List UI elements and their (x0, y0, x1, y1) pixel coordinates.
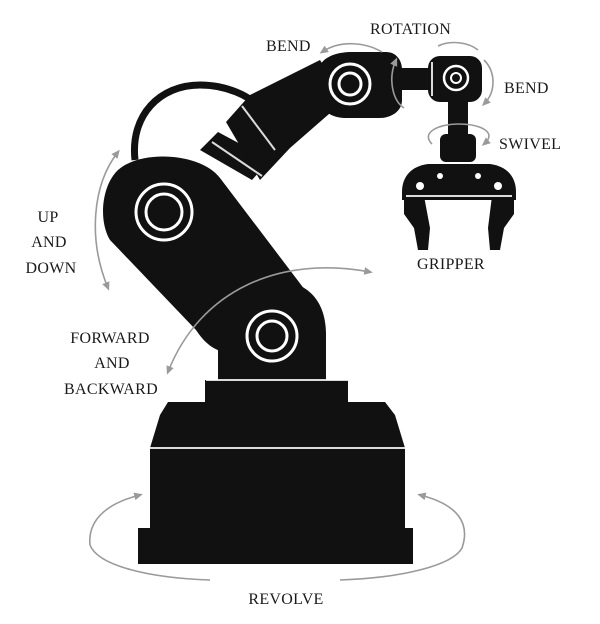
label-bend-right: BEND (504, 80, 549, 97)
forward-backward-arrow (166, 267, 373, 375)
base-step (205, 380, 348, 404)
up-down-arrow (94, 149, 120, 291)
gripper-finger-left (404, 196, 430, 250)
rotation-joint-ring (442, 64, 470, 92)
label-forward: FORWARD (70, 330, 149, 347)
motion-arrows (89, 41, 494, 581)
bend-right-arrow (481, 59, 494, 107)
label-down: DOWN (26, 260, 77, 277)
label-up: UP (37, 209, 58, 226)
label-and-1: AND (31, 234, 67, 251)
label-gripper: GRIPPER (417, 256, 485, 273)
elbow-joint-ring (134, 182, 194, 242)
swivel-collar (440, 134, 476, 162)
upper-arm (226, 60, 345, 180)
rotation-arrow-top (437, 41, 479, 51)
robot-arm (103, 52, 516, 564)
revolve-arrow-left (89, 492, 211, 581)
label-rotation: ROTATION (370, 21, 451, 38)
body-highlights (148, 62, 512, 449)
gripper-pivots (416, 173, 502, 190)
wrist-joint-ring (328, 62, 372, 106)
elbow-connector (200, 132, 270, 180)
base-plate (138, 528, 413, 564)
label-and-2: AND (94, 355, 130, 372)
base-body (150, 402, 405, 528)
revolve-arrow-right (339, 492, 466, 581)
swivel-arrow (427, 123, 491, 146)
rotation-joint (428, 56, 482, 102)
wrist-link (400, 68, 430, 90)
gripper-palm (402, 164, 516, 200)
bend-left-arrow (319, 42, 383, 54)
label-swivel: SWIVEL (499, 136, 561, 153)
gripper-finger-right (488, 196, 514, 250)
rotation-arrow (390, 57, 405, 109)
label-bend-left: BEND (266, 38, 311, 55)
labels: BEND ROTATION BEND SWIVEL GRIPPER UP AND… (26, 21, 561, 608)
cable-loop (130, 81, 265, 161)
swivel-neck (448, 100, 468, 136)
label-revolve: REVOLVE (248, 591, 323, 608)
label-backward: BACKWARD (64, 381, 158, 398)
